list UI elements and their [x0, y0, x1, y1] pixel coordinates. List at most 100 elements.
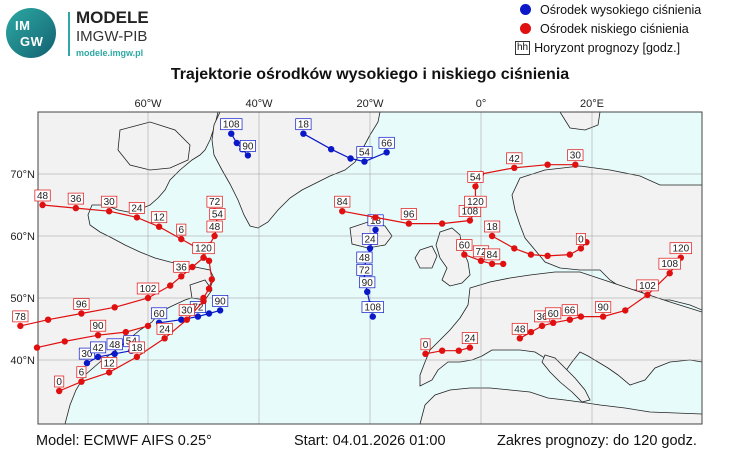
track-point	[111, 350, 118, 357]
horizon-label: 66	[381, 138, 393, 149]
low-pressure-track: 18 0	[484, 220, 590, 260]
track-point	[216, 307, 224, 314]
track-point	[44, 316, 52, 323]
track-point	[538, 322, 546, 330]
track-point	[167, 282, 174, 289]
low-pressure-track: 90	[33, 319, 152, 351]
logo-badge-line1: IM	[15, 18, 31, 33]
horizon-label: 84	[487, 250, 499, 261]
track-point	[56, 387, 63, 395]
track-line	[230, 133, 249, 156]
track-point	[438, 220, 446, 227]
horizon-label-box	[400, 208, 417, 220]
horizon-label: 12	[104, 358, 116, 369]
horizon-label-box	[178, 304, 195, 317]
legend-item-horizon: hh Horyzont prognozy [godz.]	[515, 38, 701, 57]
track-point	[244, 152, 252, 159]
baffin-island-land	[117, 121, 191, 171]
horizon-label-box	[76, 366, 87, 379]
horizon-label-box	[334, 195, 351, 208]
lat-tick-labels: 70°N 60°N 50°N 40°N	[10, 169, 35, 367]
horizon-label-box	[484, 220, 501, 233]
horizon-label: 72	[475, 247, 487, 258]
track-point	[111, 304, 118, 311]
track-point	[189, 263, 196, 271]
track-point	[78, 310, 85, 317]
horizon-label: 0	[578, 234, 584, 245]
lat-tick-label: 70°N	[10, 169, 35, 181]
horizon-label: 120	[195, 244, 212, 255]
horizon-label: 30	[104, 197, 116, 208]
track-point	[438, 347, 446, 354]
track-point	[61, 338, 68, 345]
horizon-label-box	[78, 347, 95, 360]
horizon-label: 24	[131, 203, 143, 214]
track-point	[155, 223, 163, 230]
track-point	[622, 307, 629, 314]
horizon-label-box	[73, 298, 90, 310]
track-point	[211, 232, 218, 240]
horizon-label: 48	[37, 191, 49, 202]
track-point	[300, 130, 307, 137]
track-point	[178, 273, 185, 280]
track-point	[200, 297, 207, 305]
lon-tick-label: 40°W	[245, 98, 273, 110]
horizon-label-box	[378, 136, 395, 149]
horizon-label-box	[456, 239, 473, 251]
track-point	[233, 139, 240, 147]
logo-name: MODELE	[76, 8, 149, 27]
horizon-label-box	[220, 118, 243, 131]
track-point	[422, 350, 429, 357]
track-point	[461, 251, 468, 258]
horizon-label-box	[295, 118, 312, 131]
horizon-label: 108	[364, 303, 381, 314]
horizon-label-box	[506, 152, 523, 165]
track-point	[183, 316, 191, 323]
map-legend: Ośrodek wysokiego ciśnienia Ośrodek nisk…	[515, 0, 701, 57]
horizon-label-box	[192, 242, 215, 255]
track-point	[133, 353, 141, 361]
low-pressure-dot-icon	[520, 23, 531, 34]
horizon-label: 90	[598, 303, 610, 314]
horizon-label: 72	[192, 303, 204, 314]
horizon-label: 102	[140, 284, 157, 295]
footer-range: Zakres prognozy: do 120 godz.	[497, 433, 697, 449]
track-point	[39, 201, 46, 209]
horizon-label: 42	[509, 154, 521, 165]
horizon-label-box	[636, 279, 659, 292]
horizon-label: 60	[154, 309, 166, 320]
track-point	[339, 208, 346, 215]
horizon-label-box	[239, 140, 256, 152]
track-point	[516, 335, 524, 342]
track-point	[72, 204, 80, 212]
horizon-label: 108	[661, 259, 678, 270]
horizon-label-box	[511, 322, 528, 335]
horizon-label: 54	[470, 172, 482, 183]
track-point	[200, 254, 207, 261]
track-line	[425, 347, 471, 355]
horizon-label-box	[151, 211, 168, 224]
lat-tick-label: 50°N	[10, 293, 35, 305]
horizon-label-box	[356, 264, 373, 276]
track-point	[364, 288, 371, 295]
legend-high-label: Ośrodek wysokiego ciśnienia	[540, 2, 702, 17]
horizon-label: 72	[359, 265, 371, 276]
italy-land	[541, 354, 591, 403]
track-point	[372, 214, 379, 221]
horizon-label-box	[658, 257, 681, 270]
horizon-label: 48	[209, 222, 221, 233]
track-point	[372, 226, 379, 233]
track-point	[33, 344, 41, 351]
track-point	[644, 291, 651, 299]
horizon-label-box	[420, 338, 431, 351]
track-point	[144, 294, 152, 302]
horizon-label-box	[467, 171, 484, 183]
lon-tick-label: 0°	[476, 98, 487, 110]
track-point	[347, 155, 354, 162]
track-point	[144, 322, 152, 330]
track-point	[161, 335, 168, 342]
legend-item-high: Ośrodek wysokiego ciśnienia	[515, 0, 701, 19]
track-point	[122, 328, 129, 336]
horizon-label: 36	[536, 312, 548, 323]
